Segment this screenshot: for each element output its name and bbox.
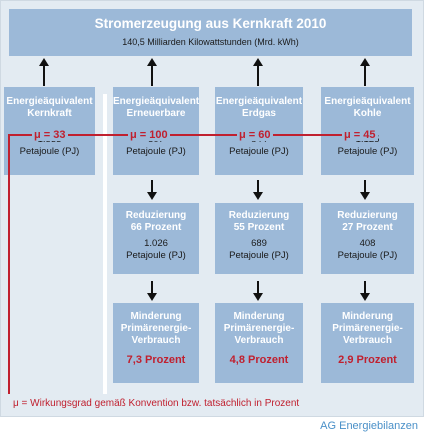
box-label-line2: Kernkraft	[27, 108, 72, 119]
savings-box-kohle: Minderung Primärenergie- Verbrauch 2,9 P…	[321, 303, 414, 383]
box-unit: Petajoule (PJ)	[126, 146, 186, 157]
box-label-line1: Minderung	[130, 311, 182, 322]
box-label-line1: Energieäquivalent	[113, 96, 200, 107]
efficiency-label-kernkraft: μ = 33	[32, 129, 68, 141]
box-label-line1: Reduzierung	[337, 210, 398, 221]
efficiency-label-erdgas: μ = 60	[237, 129, 273, 141]
box-label-line1: Energieäquivalent	[324, 96, 411, 107]
savings-result: 2,9 Prozent	[338, 354, 397, 366]
savings-result: 4,8 Prozent	[229, 354, 289, 366]
efficiency-label-kohle: μ = 45	[342, 129, 378, 141]
source-credit: AG Energiebilanzen	[320, 420, 418, 432]
box-value: 689	[251, 238, 267, 249]
savings-result: 7,3 Prozent	[126, 354, 186, 366]
box-label-line2: Primärenergie-	[223, 323, 295, 334]
box-label-line2: 55 Prozent	[233, 222, 285, 233]
reduction-box-erneuerbare: Reduzierung 66 Prozent 1.026 Petajoule (…	[113, 203, 199, 274]
box-label-line2: Kohle	[353, 108, 382, 119]
box-unit: Petajoule (PJ)	[337, 250, 398, 261]
box-label-line2: Primärenergie-	[120, 323, 192, 334]
box-value: 1.026	[144, 238, 168, 249]
box-label-line1: Reduzierung	[125, 210, 187, 221]
box-label-line3: Verbrauch	[343, 335, 392, 346]
summary-subtitle: 140,5 Milliarden Kilowattstunden (Mrd. k…	[122, 37, 299, 47]
box-label-line2: 66 Prozent	[130, 222, 182, 233]
box-unit: Petajoule (PJ)	[126, 250, 186, 261]
summary-box: Stromerzeugung aus Kernkraft 2010 140,5 …	[9, 9, 412, 56]
box-unit: Petajoule (PJ)	[337, 146, 398, 157]
summary-title: Stromerzeugung aus Kernkraft 2010	[94, 16, 327, 31]
box-label-line1: Minderung	[233, 311, 285, 322]
box-label-line3: Verbrauch	[131, 335, 181, 346]
box-label-line1: Minderung	[341, 311, 394, 322]
box-label-line1: Energieäquivalent	[215, 96, 303, 107]
efficiency-line-vertical	[8, 134, 10, 394]
box-label-line2: Primärenergie-	[332, 323, 403, 334]
efficiency-line-horizontal	[8, 134, 364, 136]
box-label-line1: Reduzierung	[228, 210, 290, 221]
savings-box-erneuerbare: Minderung Primärenergie- Verbrauch 7,3 P…	[113, 303, 199, 383]
box-label-line1: Energieäquivalent	[6, 96, 93, 107]
box-unit: Petajoule (PJ)	[19, 146, 80, 157]
box-label-line2: 27 Prozent	[342, 222, 393, 233]
reduction-box-erdgas: Reduzierung 55 Prozent 689 Petajoule (PJ…	[215, 203, 303, 274]
savings-box-erdgas: Minderung Primärenergie- Verbrauch 4,8 P…	[215, 303, 303, 383]
box-label-line2: Erdgas	[242, 108, 276, 119]
box-label-line3: Verbrauch	[234, 335, 284, 346]
efficiency-footnote: μ = Wirkungsgrad gemäß Konvention bzw. t…	[13, 398, 300, 409]
reduction-box-kohle: Reduzierung 27 Prozent 408 Petajoule (PJ…	[321, 203, 414, 274]
box-value: 408	[359, 238, 376, 249]
equivalent-box-erdgas: Energieäquivalent Erdgas 844 Petajoule (…	[215, 87, 303, 175]
column-separator	[103, 94, 107, 394]
efficiency-label-erneuerbare: μ = 100	[128, 129, 170, 141]
box-label-line2: Erneuerbare	[126, 108, 186, 119]
box-unit: Petajoule (PJ)	[229, 250, 289, 261]
box-unit: Petajoule (PJ)	[229, 146, 289, 157]
